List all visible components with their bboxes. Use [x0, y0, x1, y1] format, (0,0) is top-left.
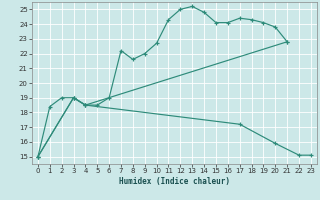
X-axis label: Humidex (Indice chaleur): Humidex (Indice chaleur)	[119, 177, 230, 186]
